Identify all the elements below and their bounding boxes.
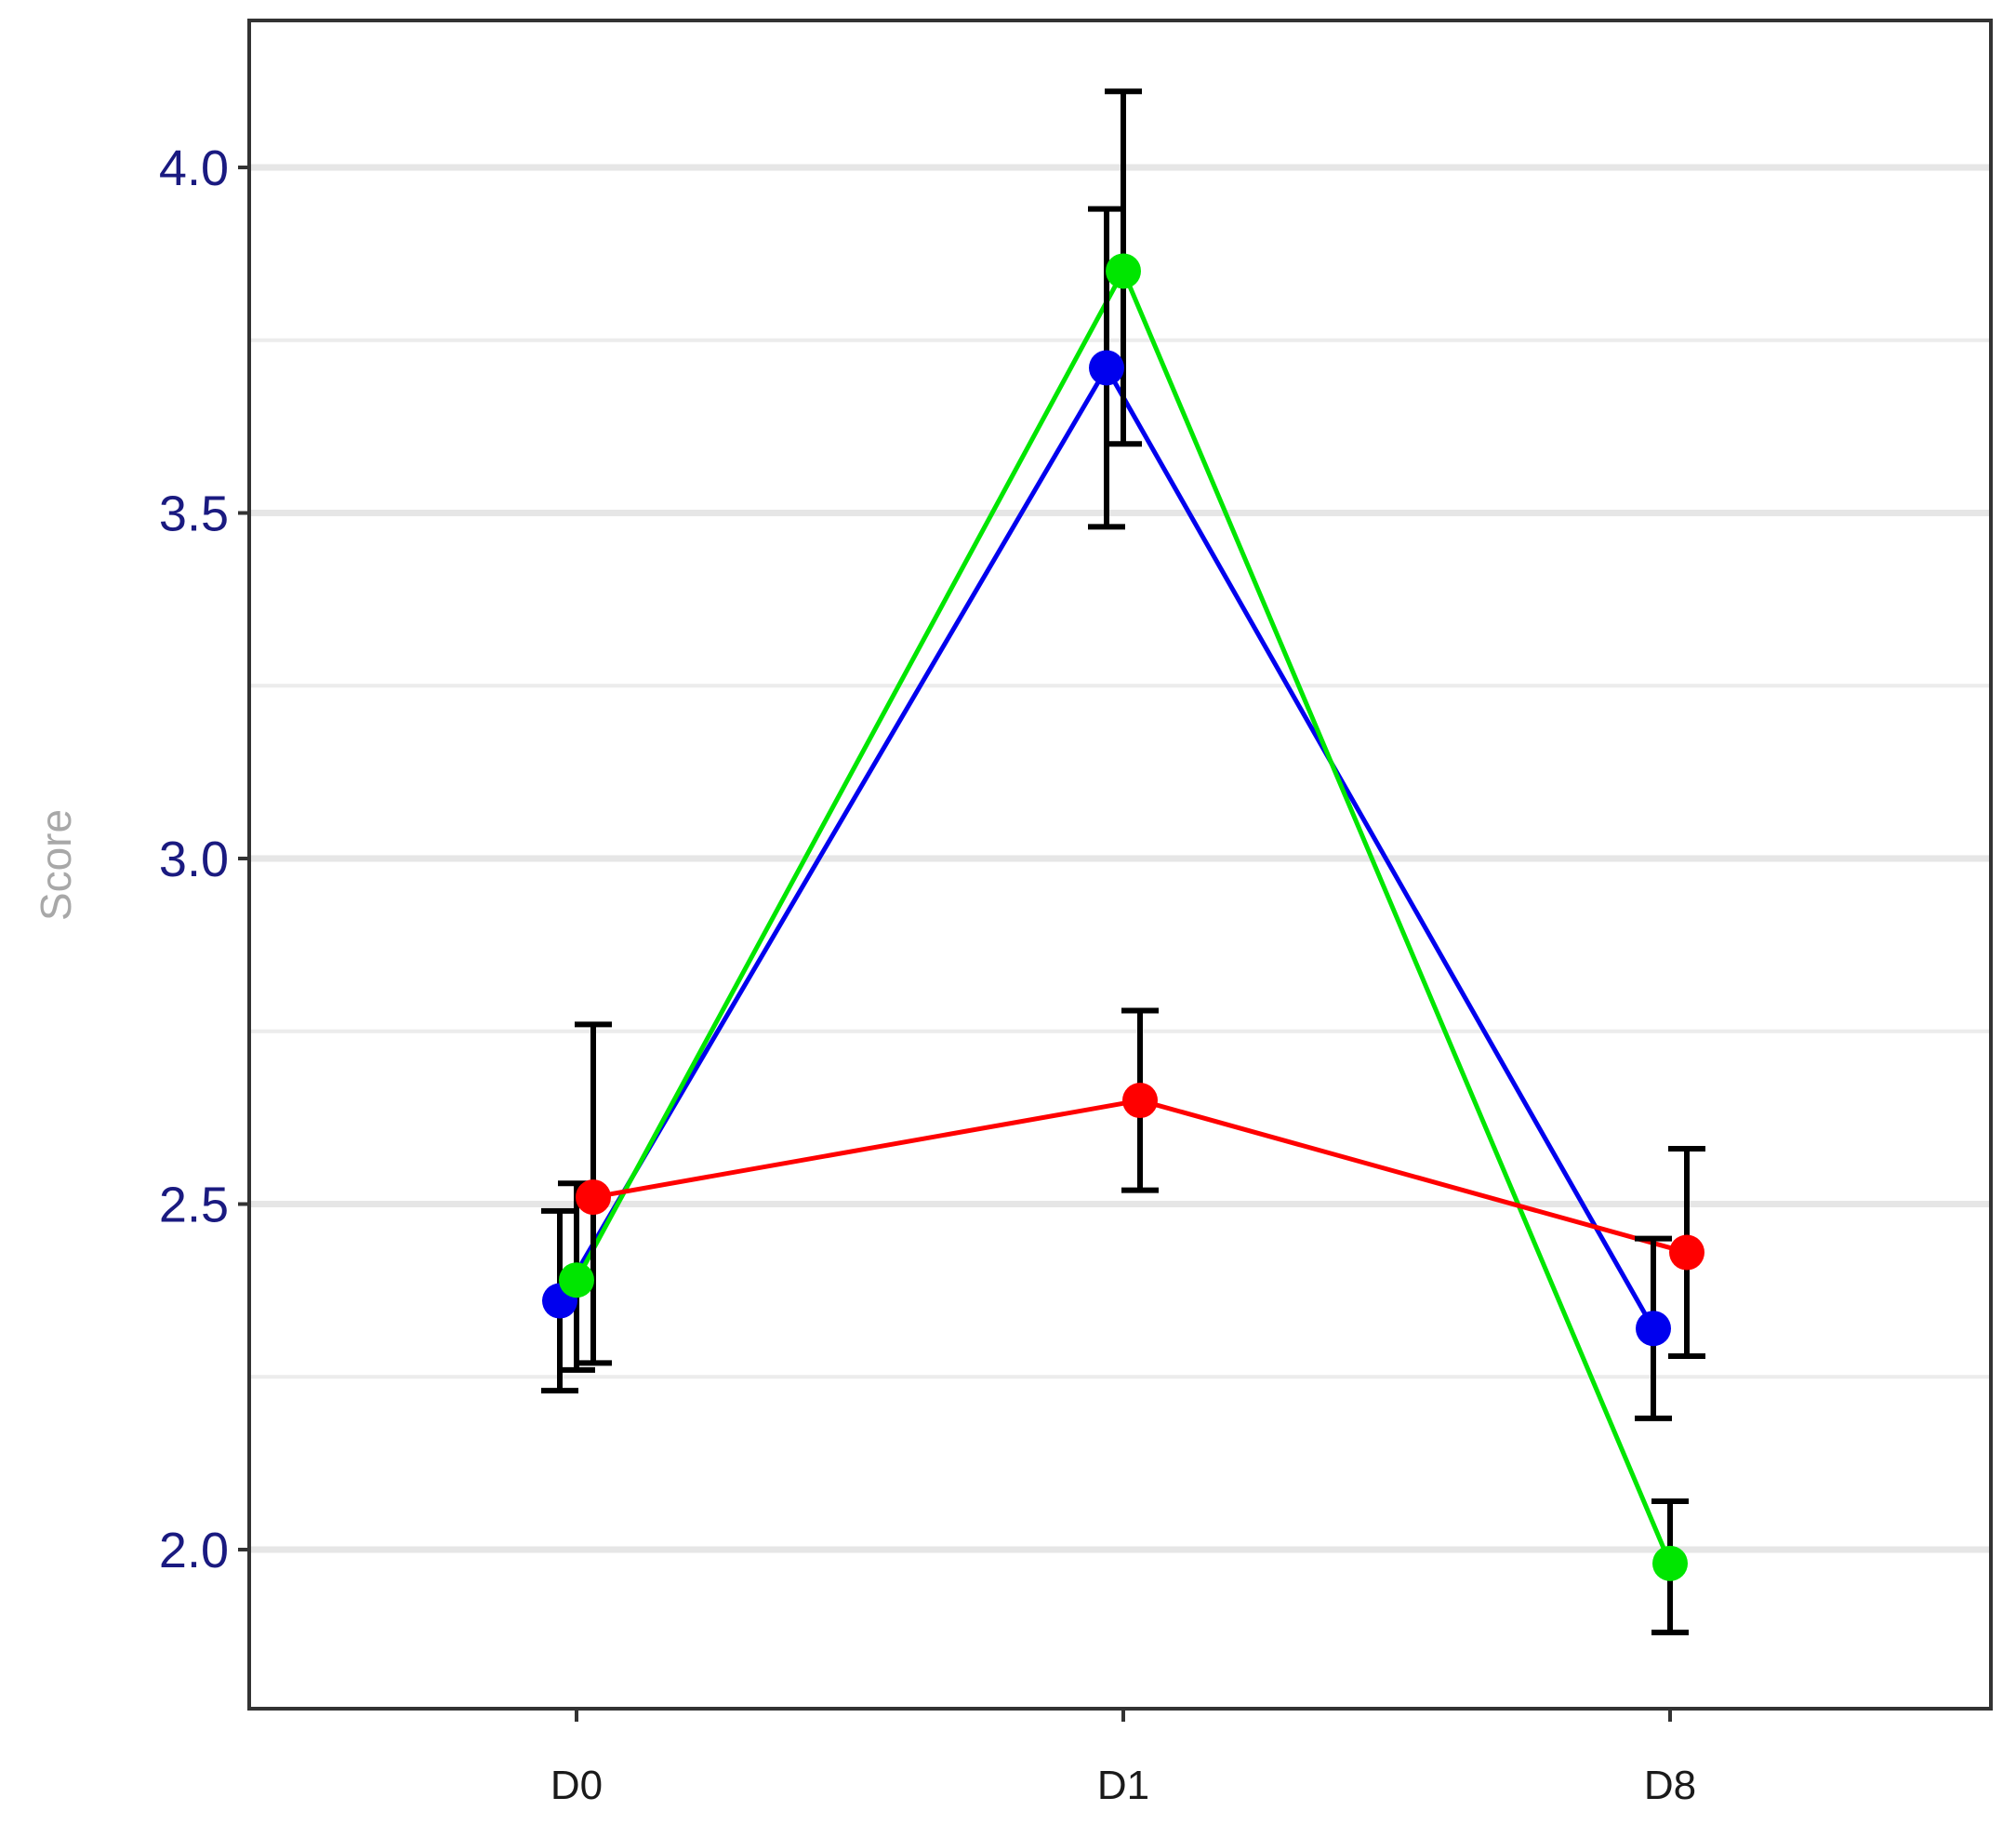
plot-panel-border xyxy=(247,19,1993,1711)
axes: 2.0 2.5 3.0 3.5 4.0 D0 D1 D8 xyxy=(159,140,1696,1808)
y-tick-label: 2.0 xyxy=(159,1523,229,1578)
y-tick-label: 2.5 xyxy=(159,1178,229,1233)
series-1-point xyxy=(1636,1311,1671,1347)
series-2-line xyxy=(574,268,1673,1564)
y-tick-label: 3.0 xyxy=(159,832,229,887)
series-3-point xyxy=(576,1179,611,1216)
series-2-point xyxy=(559,1262,594,1298)
series-1-point xyxy=(1089,350,1124,386)
y-tick-label: 4.0 xyxy=(159,140,229,196)
x-tick-label: D0 xyxy=(550,1763,603,1808)
data-layer xyxy=(541,88,1705,1636)
grid-lines xyxy=(249,164,1991,1553)
y-tick-label: 3.5 xyxy=(159,486,229,542)
series-2-point xyxy=(1652,1545,1688,1581)
y-axis-title: Score xyxy=(32,809,80,921)
x-tick-label: D1 xyxy=(1097,1763,1149,1808)
series-3-point xyxy=(1122,1083,1158,1119)
series-2-point xyxy=(1106,253,1141,289)
x-tick-label: D8 xyxy=(1644,1763,1696,1808)
series-3-point xyxy=(1669,1234,1704,1271)
